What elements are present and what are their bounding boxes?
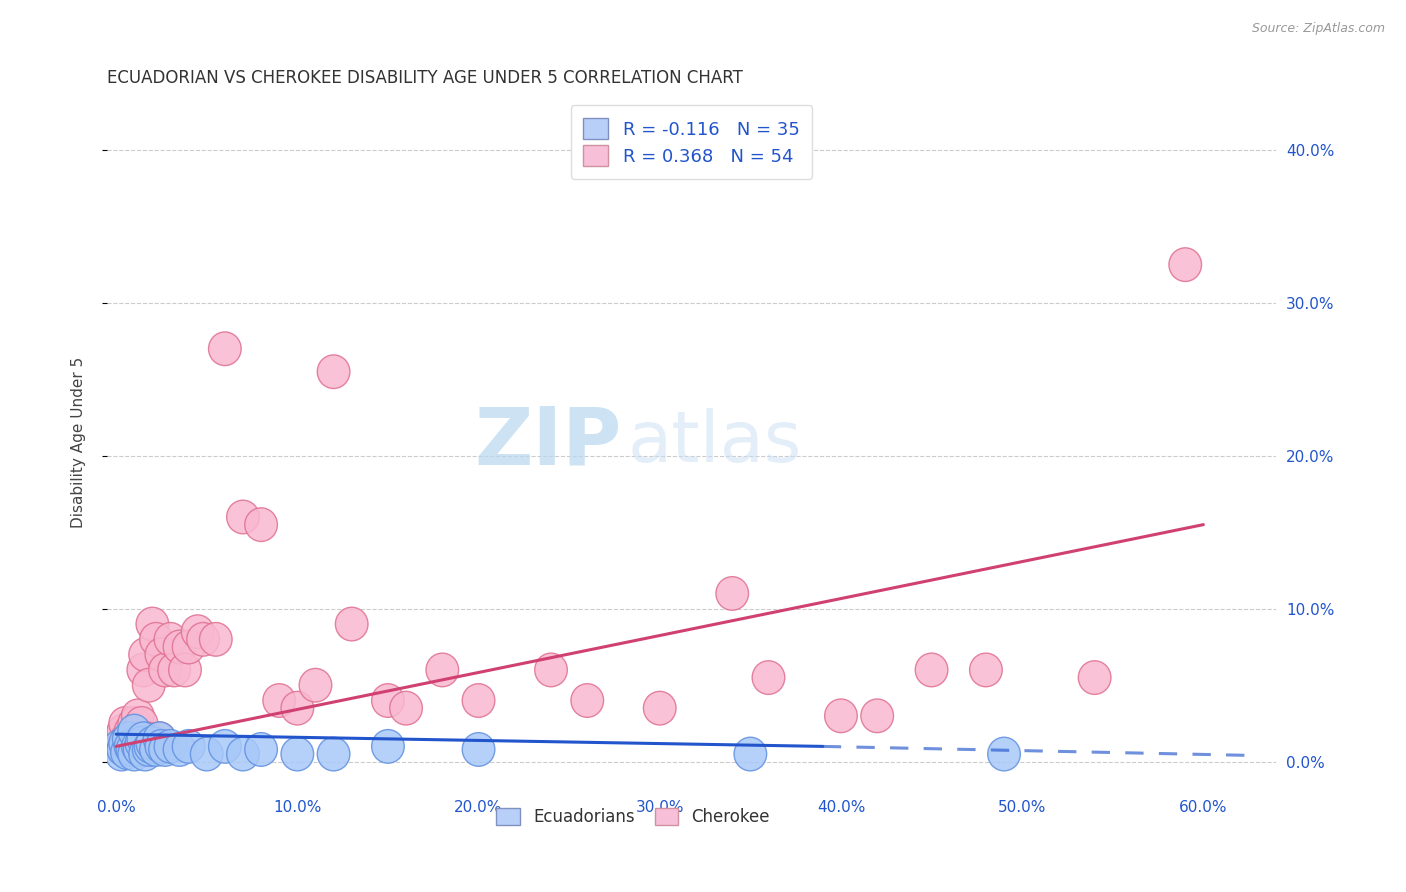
Ellipse shape [117,732,149,766]
Ellipse shape [336,607,368,640]
Ellipse shape [107,732,139,766]
Ellipse shape [752,661,785,694]
Text: Source: ZipAtlas.com: Source: ZipAtlas.com [1251,22,1385,36]
Ellipse shape [112,730,145,764]
Ellipse shape [970,653,1002,687]
Ellipse shape [108,726,142,760]
Ellipse shape [318,355,350,389]
Ellipse shape [915,653,948,687]
Ellipse shape [124,722,156,756]
Ellipse shape [104,722,136,756]
Ellipse shape [132,668,165,702]
Ellipse shape [155,623,187,657]
Ellipse shape [825,699,858,732]
Ellipse shape [111,736,143,769]
Ellipse shape [245,732,277,766]
Ellipse shape [145,638,177,672]
Ellipse shape [534,653,568,687]
Ellipse shape [143,722,176,756]
Ellipse shape [127,730,160,764]
Ellipse shape [734,737,766,771]
Ellipse shape [124,732,156,766]
Ellipse shape [318,737,350,771]
Ellipse shape [105,737,138,771]
Ellipse shape [121,699,155,732]
Ellipse shape [149,653,181,687]
Ellipse shape [143,722,176,756]
Ellipse shape [226,500,259,533]
Ellipse shape [181,615,214,648]
Ellipse shape [860,699,893,732]
Ellipse shape [200,623,232,657]
Ellipse shape [136,726,169,760]
Ellipse shape [114,714,148,747]
Ellipse shape [263,683,295,717]
Ellipse shape [121,730,155,764]
Ellipse shape [281,737,314,771]
Ellipse shape [371,730,405,764]
Ellipse shape [988,737,1021,771]
Text: ECUADORIAN VS CHEROKEE DISABILITY AGE UNDER 5 CORRELATION CHART: ECUADORIAN VS CHEROKEE DISABILITY AGE UN… [107,69,742,87]
Ellipse shape [299,668,332,702]
Ellipse shape [208,332,242,366]
Ellipse shape [226,737,259,771]
Ellipse shape [644,691,676,725]
Ellipse shape [1168,248,1202,282]
Ellipse shape [716,576,748,610]
Ellipse shape [134,730,167,764]
Ellipse shape [118,737,150,771]
Ellipse shape [117,722,149,756]
Ellipse shape [281,691,314,725]
Ellipse shape [163,732,195,766]
Ellipse shape [131,722,163,756]
Ellipse shape [155,730,187,764]
Ellipse shape [389,691,422,725]
Ellipse shape [136,607,169,640]
Ellipse shape [463,683,495,717]
Ellipse shape [463,732,495,766]
Ellipse shape [149,732,181,766]
Ellipse shape [145,730,177,764]
Ellipse shape [127,722,160,756]
Legend: Ecuadorians, Cherokee: Ecuadorians, Cherokee [489,801,776,833]
Ellipse shape [118,706,150,740]
Ellipse shape [125,706,157,740]
Ellipse shape [139,732,173,766]
Ellipse shape [111,722,143,756]
Ellipse shape [371,683,405,717]
Ellipse shape [107,714,139,747]
Ellipse shape [108,706,142,740]
Ellipse shape [157,653,190,687]
Ellipse shape [190,737,224,771]
Ellipse shape [139,623,173,657]
Ellipse shape [426,653,458,687]
Ellipse shape [245,508,277,541]
Ellipse shape [125,726,157,760]
Ellipse shape [132,732,165,766]
Ellipse shape [173,630,205,664]
Ellipse shape [114,730,148,764]
Ellipse shape [169,653,201,687]
Y-axis label: Disability Age Under 5: Disability Age Under 5 [72,357,86,528]
Ellipse shape [112,722,145,756]
Ellipse shape [118,714,150,747]
Ellipse shape [129,737,162,771]
Ellipse shape [127,653,160,687]
Ellipse shape [104,730,136,764]
Ellipse shape [187,623,219,657]
Ellipse shape [173,730,205,764]
Ellipse shape [129,638,162,672]
Ellipse shape [105,730,138,764]
Ellipse shape [1078,661,1111,694]
Ellipse shape [163,630,195,664]
Text: ZIP: ZIP [474,404,621,482]
Text: atlas: atlas [627,409,801,477]
Ellipse shape [120,730,152,764]
Ellipse shape [208,730,242,764]
Ellipse shape [571,683,603,717]
